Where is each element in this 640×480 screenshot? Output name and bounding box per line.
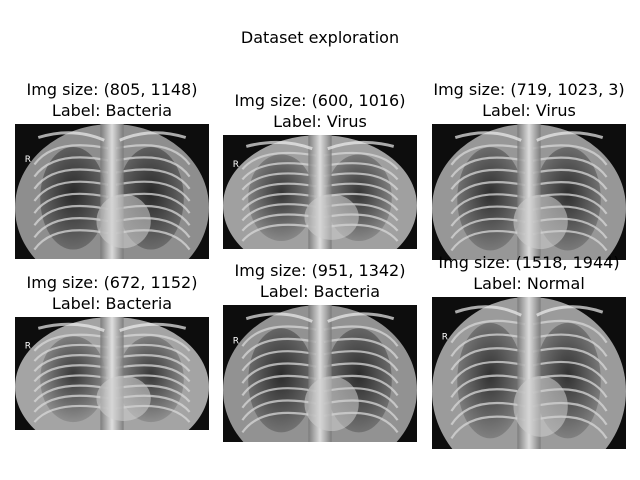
side-marker-1: R <box>25 155 31 165</box>
panel-4-caption: Img size: (672, 1152) Label: Bacteria <box>5 272 219 314</box>
panel-1-xray-image: R <box>15 124 209 259</box>
panel-4-size: Img size: (672, 1152) <box>26 273 198 292</box>
panel-5: Img size: (951, 1342) Label: Bacteria R <box>223 261 417 442</box>
panel-2-xray-image: R <box>223 135 417 249</box>
panel-3-size: Img size: (719, 1023, 3) <box>433 80 625 99</box>
panel-5-size: Img size: (951, 1342) <box>234 261 406 280</box>
panel-3-label: Label: Virus <box>482 101 576 120</box>
panel-1: Img size: (805, 1148) Label: Bacteria R <box>15 80 209 259</box>
panel-3: Img size: (719, 1023, 3) Label: Virus <box>432 80 626 260</box>
panel-4-xray-image: R <box>15 317 209 430</box>
panel-6: Img size: (1518, 1944) Label: Normal R <box>432 253 626 449</box>
panel-3-xray-image <box>432 124 626 260</box>
side-marker-6: R <box>442 333 448 343</box>
panel-1-label: Label: Bacteria <box>51 101 173 120</box>
side-marker-2: R <box>233 160 239 170</box>
panel-3-caption: Img size: (719, 1023, 3) Label: Virus <box>422 79 636 121</box>
panel-2-label: Label: Virus <box>273 112 367 131</box>
panel-6-label: Label: Normal <box>473 274 585 293</box>
panel-6-caption: Img size: (1518, 1944) Label: Normal <box>422 252 636 294</box>
panel-2: Img size: (600, 1016) Label: Virus R <box>223 91 417 249</box>
panel-6-xray-image: R <box>432 297 626 449</box>
panel-5-xray-image: R <box>223 305 417 442</box>
panel-5-caption: Img size: (951, 1342) Label: Bacteria <box>213 260 427 302</box>
panel-2-size: Img size: (600, 1016) <box>234 91 406 110</box>
panel-1-size: Img size: (805, 1148) <box>26 80 198 99</box>
panel-4: Img size: (672, 1152) Label: Bacteria R <box>15 273 209 430</box>
figure-title: Dataset exploration <box>240 28 400 47</box>
panel-2-caption: Img size: (600, 1016) Label: Virus <box>213 90 427 132</box>
side-marker-5: R <box>233 336 239 346</box>
panel-5-label: Label: Bacteria <box>259 282 381 301</box>
panel-4-label: Label: Bacteria <box>51 294 173 313</box>
panel-1-caption: Img size: (805, 1148) Label: Bacteria <box>5 79 219 121</box>
panel-6-size: Img size: (1518, 1944) <box>438 253 620 272</box>
side-marker-4: R <box>25 342 31 352</box>
